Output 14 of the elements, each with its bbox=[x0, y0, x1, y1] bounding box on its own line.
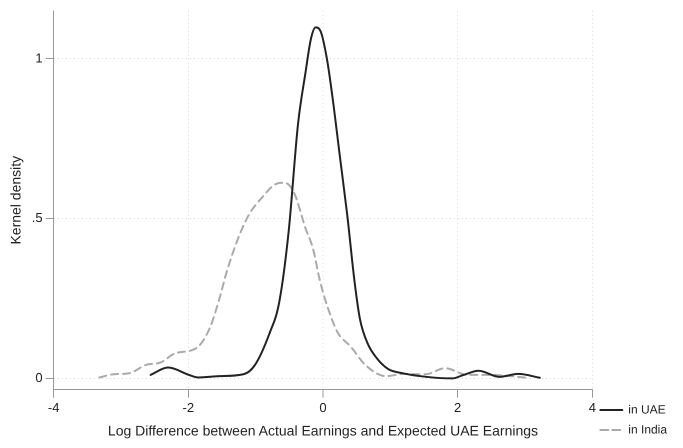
x-tick-label: -2 bbox=[182, 400, 194, 415]
legend-label: in UAE bbox=[628, 402, 666, 416]
y-tick-label: 0 bbox=[35, 370, 43, 385]
x-tick-label: 2 bbox=[454, 400, 462, 415]
legend-label: in India bbox=[628, 422, 668, 436]
y-axis-title: Kernel density bbox=[7, 156, 24, 245]
x-tick-label: 4 bbox=[588, 400, 596, 415]
line-series bbox=[150, 26, 541, 380]
x-tick-label: -4 bbox=[48, 400, 60, 415]
line-series bbox=[98, 182, 529, 379]
x-axis-title: Log Difference between Actual Earnings and Expected UAE Earnings bbox=[108, 422, 538, 438]
y-tick-label: 1 bbox=[35, 50, 43, 66]
x-tick-label: 0 bbox=[319, 400, 327, 415]
y-tick-label: .5 bbox=[32, 210, 43, 226]
